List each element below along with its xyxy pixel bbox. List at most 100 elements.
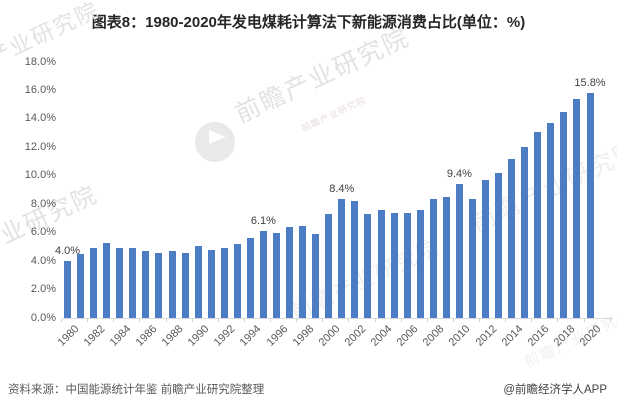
x-axis-tick-label: 1990 [185, 323, 212, 349]
bar-1988 [168, 251, 176, 318]
x-axis-tick [165, 319, 167, 322]
bar-2017 [547, 123, 555, 318]
bar-1986 [142, 251, 150, 318]
y-axis-tick-label: 12.0% [24, 140, 56, 153]
x-axis-tick [531, 319, 533, 322]
bar-2009 [442, 197, 450, 318]
bar-1985 [129, 248, 137, 318]
bar-1999 [312, 234, 320, 318]
x-axis-tick [113, 319, 115, 322]
x-axis-line [62, 318, 613, 319]
x-axis-tick [61, 319, 62, 322]
bar-2011 [468, 198, 476, 318]
x-axis-tick-label: 2012 [473, 323, 499, 349]
x-axis-tick-label: 1982 [81, 323, 108, 349]
x-axis-tick-label: 2006 [394, 323, 421, 349]
x-axis-tick [87, 319, 89, 322]
x-axis-tick [400, 319, 402, 322]
x-axis-tick [217, 319, 219, 322]
x-axis-tick-label: 1996 [264, 323, 290, 349]
bar-2018 [560, 111, 568, 318]
x-axis-tick-label: 2008 [420, 323, 447, 349]
y-axis-tick-label: 0.0% [30, 311, 56, 324]
x-axis-tick [583, 319, 585, 322]
bar-1996 [273, 232, 280, 318]
x-axis-tick [243, 319, 245, 322]
y-axis-tick-label: 8.0% [30, 197, 56, 210]
bar-2019 [573, 99, 581, 318]
bar-2008 [429, 198, 437, 318]
bar-1998 [299, 225, 307, 318]
x-axis-tick-label: 1986 [133, 323, 160, 349]
x-axis-tick [348, 319, 350, 322]
brand-watermark: 前瞻产业研究院 [0, 0, 104, 91]
qianzhan-logo-icon [195, 122, 235, 162]
bar-2002 [351, 201, 359, 318]
x-axis-tick [270, 319, 271, 322]
bar-1992 [220, 248, 228, 318]
x-axis-tick-label: 2010 [447, 323, 473, 349]
bar-2000 [325, 214, 333, 318]
bar-2010 [455, 184, 463, 318]
source-note: 资料来源：中国能源统计年鉴 前瞻产业研究院整理 [8, 384, 265, 396]
bar-2014 [508, 158, 516, 318]
bar-2001 [338, 198, 346, 318]
bar-2012 [482, 180, 489, 318]
x-axis-tick-label: 2000 [316, 323, 343, 349]
x-axis-tick-label: 1984 [107, 323, 134, 349]
bar-2004 [377, 209, 385, 318]
x-axis-tick-label: 1992 [211, 323, 238, 349]
bar-2013 [495, 172, 503, 318]
data-label-1980: 4.0% [54, 245, 81, 258]
bar-2006 [403, 212, 411, 318]
bar-1982 [90, 248, 98, 318]
bar-1990 [194, 245, 202, 318]
footer: 资料来源：中国能源统计年鉴 前瞻产业研究院整理 @前瞻经济学人APP [8, 381, 607, 397]
x-axis-tick [296, 319, 298, 322]
data-label-2001: 8.4% [329, 182, 355, 195]
bar-1993 [233, 244, 241, 318]
y-axis-tick-label: 2.0% [30, 283, 56, 296]
bar-1987 [155, 252, 163, 318]
x-axis-tick [322, 319, 324, 322]
bar-1991 [207, 249, 215, 318]
data-label-2020: 15.8% [574, 77, 606, 90]
bar-2007 [416, 209, 424, 318]
x-axis-tick-label: 1994 [238, 323, 264, 349]
bar-1983 [103, 242, 111, 318]
x-axis-tick [479, 319, 480, 322]
bar-1980 [64, 261, 71, 318]
data-label-1995: 6.1% [250, 215, 276, 228]
y-axis-tick-label: 10.0% [24, 169, 56, 182]
x-axis-tick-label: 2004 [368, 323, 395, 349]
bar-1984 [116, 248, 124, 318]
x-axis-tick [452, 319, 454, 322]
x-axis-tick-label: 1998 [290, 323, 317, 349]
x-axis-tick [374, 319, 376, 322]
y-axis-tick-label: 6.0% [30, 226, 56, 239]
y-axis-tick-label: 14.0% [24, 112, 56, 125]
bar-1997 [286, 227, 294, 318]
data-label-2010: 9.4% [446, 168, 472, 181]
y-axis-tick-label: 18.0% [24, 55, 56, 68]
x-axis-tick [505, 319, 507, 322]
bar-1994 [246, 238, 254, 318]
x-axis-tick [139, 319, 141, 322]
bar-2016 [534, 131, 542, 318]
x-axis-tick [426, 319, 428, 322]
chart-title: 图表8：1980-2020年发电煤耗计算法下新能源消费占比(单位：%) [91, 14, 526, 31]
x-axis-tick [191, 319, 193, 322]
bar-2015 [521, 147, 529, 318]
bar-1989 [181, 252, 189, 318]
bar-2005 [390, 212, 398, 318]
bar-2003 [364, 214, 372, 318]
y-axis-tick-label: 16.0% [24, 83, 56, 96]
bar-1995 [259, 231, 267, 318]
bar-1981 [77, 254, 85, 318]
x-axis-tick [609, 319, 611, 322]
x-axis-tick-label: 2014 [499, 323, 526, 349]
x-axis-tick-label: 1980 [55, 323, 81, 349]
y-axis-tick-label: 4.0% [30, 254, 56, 267]
